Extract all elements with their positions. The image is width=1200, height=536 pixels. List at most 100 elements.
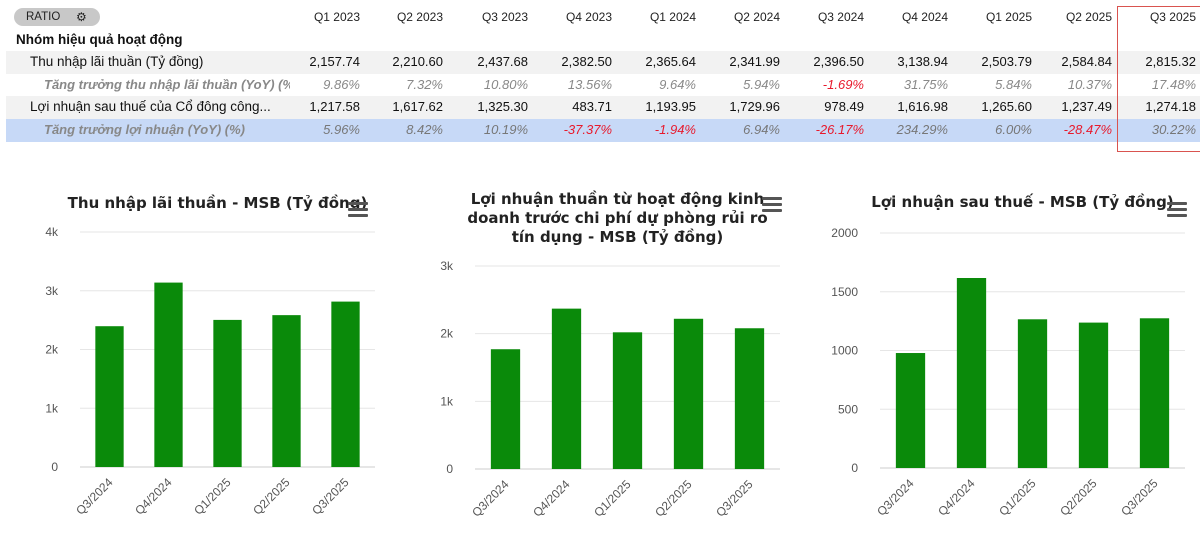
table-row: Lợi nhuận sau thuế của Cổ đông công... 1…	[6, 96, 1200, 119]
table-cell: 10.19%	[483, 121, 528, 137]
table-cell: 2,210.60	[392, 54, 443, 70]
column-header: Q2 2025	[1065, 10, 1112, 24]
x-tick-label: Q4/2024	[935, 476, 978, 519]
table-cell: 1,274.18	[1145, 99, 1196, 115]
table-cell: -26.17%	[815, 121, 864, 137]
group-label: Nhóm hiệu quả hoạt động	[16, 31, 183, 47]
y-tick-label: 2k	[45, 343, 59, 357]
table-cell: 8.42%	[406, 121, 443, 137]
table-cell: 1,325.30	[477, 99, 528, 115]
table-cell: 10.37%	[1067, 76, 1112, 92]
table-cell: 3,138.94	[897, 54, 948, 70]
row-label: Tăng trưởng thu nhập lãi thuần (YoY) (%)	[44, 76, 290, 92]
table-cell: 978.49	[824, 99, 864, 115]
bar[interactable]	[490, 349, 521, 469]
table-cell: -1.94%	[654, 121, 696, 137]
table-cell: -28.47%	[1063, 121, 1112, 137]
row-label: Lợi nhuận sau thuế của Cổ đông công...	[30, 99, 271, 115]
table-cell: 5.96%	[323, 121, 360, 137]
column-header: Q4 2023	[565, 10, 612, 24]
table-cell: 13.56%	[567, 76, 612, 92]
x-tick-label: Q2/2025	[1057, 476, 1100, 519]
table-cell: 1,237.49	[1061, 99, 1112, 115]
chart-profit-after-tax: Lợi nhuận sau thuế - MSB (Tỷ đồng) 0 500 10…	[805, 180, 1200, 530]
column-header: Q3 2023	[481, 10, 528, 24]
y-tick-label: 0	[51, 460, 58, 474]
column-header: Q2 2023	[396, 10, 443, 24]
bar-chart-svg: Lợi nhuận sau thuế - MSB (Tỷ đồng) 0 500 10…	[831, 192, 1187, 519]
table-row: Thu nhập lãi thuần (Tỷ đồng) 2,157.74 2,2…	[6, 51, 1200, 74]
x-tick-label: Q3/2024	[73, 475, 116, 518]
table-cell: 5.84%	[995, 76, 1032, 92]
column-header: Q4 2024	[901, 10, 948, 24]
row-label: Thu nhập lãi thuần (Tỷ đồng)	[30, 54, 204, 70]
table-cell: 5.94%	[743, 76, 780, 92]
table-cell: 2,341.99	[729, 54, 780, 70]
x-tick-label: Q4/2024	[132, 475, 175, 518]
table-row: Tăng trưởng thu nhập lãi thuần (YoY) (%)…	[6, 74, 1200, 97]
y-tick-label: 500	[838, 402, 858, 416]
x-tick-label: Q1/2025	[996, 476, 1039, 519]
x-tick-label: Q1/2025	[591, 477, 634, 520]
table-cell: 2,437.68	[477, 54, 528, 70]
table-cell: 10.80%	[483, 76, 528, 92]
row-label: Tăng trưởng lợi nhuận (YoY) (%)	[44, 121, 246, 137]
x-tick-label: Q4/2024	[530, 477, 573, 520]
ratio-button[interactable]: RATIO ⚙	[14, 8, 100, 26]
y-tick-label: 4k	[45, 225, 59, 239]
chart-title: Thu nhập lãi thuần - MSB (Tỷ đồng)	[68, 193, 368, 212]
table-row-highlighted: Tăng trưởng lợi nhuận (YoY) (%) 5.96% 8.4…	[6, 118, 1200, 142]
table-cell: 1,265.60	[981, 99, 1032, 115]
table-cell: 2,396.50	[813, 54, 864, 70]
bar[interactable]	[895, 353, 926, 468]
chart-title: tín dụng - MSB (Tỷ đồng)	[512, 227, 724, 246]
table-cell: 1,617.62	[392, 99, 443, 115]
table-cell: 2,382.50	[561, 54, 612, 70]
y-tick-label: 2000	[831, 226, 858, 240]
y-tick-label: 0	[851, 461, 858, 475]
column-header: Q1 2025	[985, 10, 1032, 24]
bar[interactable]	[154, 282, 183, 467]
table-cell: 1,217.58	[309, 99, 360, 115]
table-cell: 9.86%	[323, 76, 360, 92]
bar[interactable]	[1139, 318, 1170, 468]
bar[interactable]	[673, 318, 704, 469]
column-header: Q1 2024	[649, 10, 696, 24]
bar[interactable]	[213, 319, 242, 467]
y-tick-label: 1k	[45, 401, 59, 415]
ratio-label: RATIO	[26, 11, 61, 23]
table-cell: 1,193.95	[645, 99, 696, 115]
table-cell: 2,157.74	[309, 54, 360, 70]
bar[interactable]	[734, 328, 765, 469]
table-cell: 483.71	[572, 99, 612, 115]
menu-icon[interactable]	[348, 202, 368, 217]
table-cell: 1,616.98	[897, 99, 948, 115]
bar[interactable]	[612, 332, 643, 469]
table-cell: 2,365.64	[645, 54, 696, 70]
group-row: Nhóm hiệu quả hoạt động	[6, 29, 1200, 52]
y-tick-label: 3k	[45, 284, 59, 298]
table-cell: 234.29%	[896, 121, 948, 137]
table-cell: 2,815.32	[1145, 54, 1196, 70]
bar[interactable]	[956, 278, 987, 468]
bar[interactable]	[331, 301, 360, 467]
bar-chart-svg: Thu nhập lãi thuần - MSB (Tỷ đồng) 0 1k 2k 3…	[45, 193, 375, 518]
y-tick-label: 1k	[440, 394, 454, 408]
column-header: Q3 2025	[1149, 10, 1196, 24]
x-tick-label: Q2/2025	[250, 475, 293, 518]
table-cell: 6.94%	[743, 121, 780, 137]
column-header: Q3 2024	[817, 10, 864, 24]
bar[interactable]	[95, 326, 124, 467]
gear-icon[interactable]: ⚙	[76, 10, 87, 24]
bar[interactable]	[1017, 319, 1048, 468]
chart-title: Lợi nhuận thuần từ hoạt động kinh	[471, 190, 765, 208]
menu-icon[interactable]	[762, 197, 782, 212]
table-cell: 30.22%	[1151, 121, 1196, 137]
y-tick-label: 2k	[440, 327, 454, 341]
menu-icon[interactable]	[1167, 202, 1187, 217]
bar[interactable]	[551, 308, 582, 469]
y-tick-label: 3k	[440, 259, 454, 273]
bar[interactable]	[1078, 322, 1109, 468]
table-cell: 6.00%	[995, 121, 1032, 137]
bar[interactable]	[272, 315, 301, 467]
